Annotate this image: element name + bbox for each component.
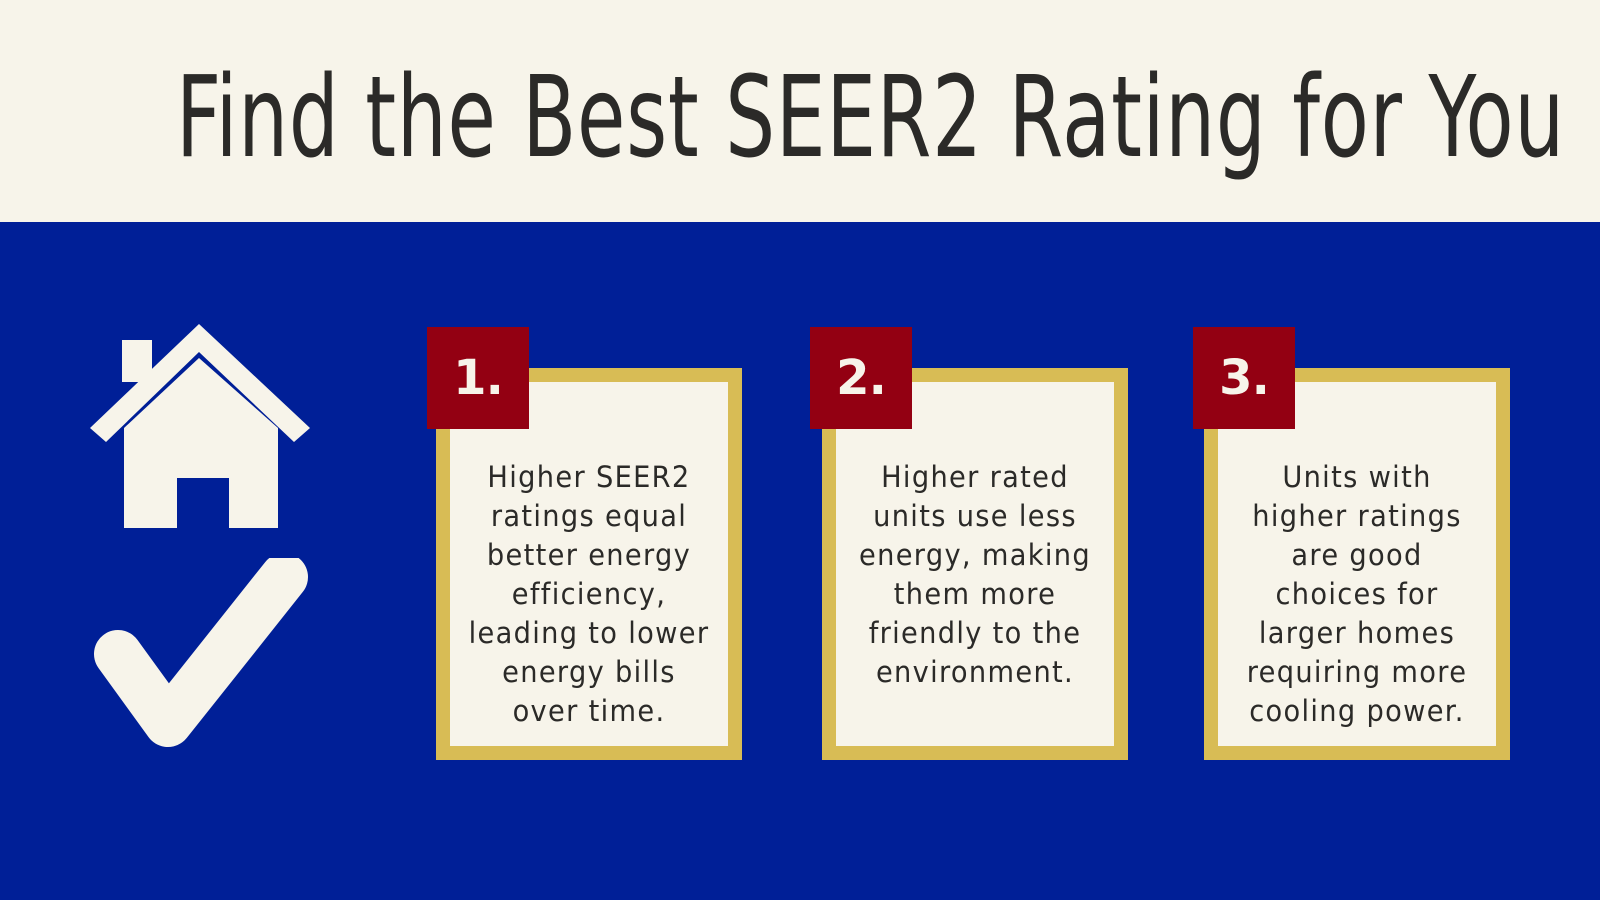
page-title: Find the Best SEER2 Rating for You bbox=[176, 53, 1566, 183]
benefit-card-text: Higher rated units use less energy, maki… bbox=[859, 460, 1091, 689]
benefit-card-text: Units with higher ratings are good choic… bbox=[1246, 460, 1468, 728]
step-number-badge-2: 2. bbox=[810, 327, 912, 429]
house-icon bbox=[90, 324, 310, 528]
benefit-card-2: Higher rated units use less energy, maki… bbox=[822, 368, 1128, 760]
step-number-badge-3: 3. bbox=[1193, 327, 1295, 429]
header-band: Find the Best SEER2 Rating for You bbox=[0, 0, 1600, 222]
benefit-card-3: Units with higher ratings are good choic… bbox=[1204, 368, 1510, 760]
checkmark-icon bbox=[94, 558, 308, 747]
benefit-card-1: Higher SEER2 ratings equal better energy… bbox=[436, 368, 742, 760]
step-number-badge-1: 1. bbox=[427, 327, 529, 429]
benefit-card-text: Higher SEER2 ratings equal better energy… bbox=[468, 460, 710, 728]
